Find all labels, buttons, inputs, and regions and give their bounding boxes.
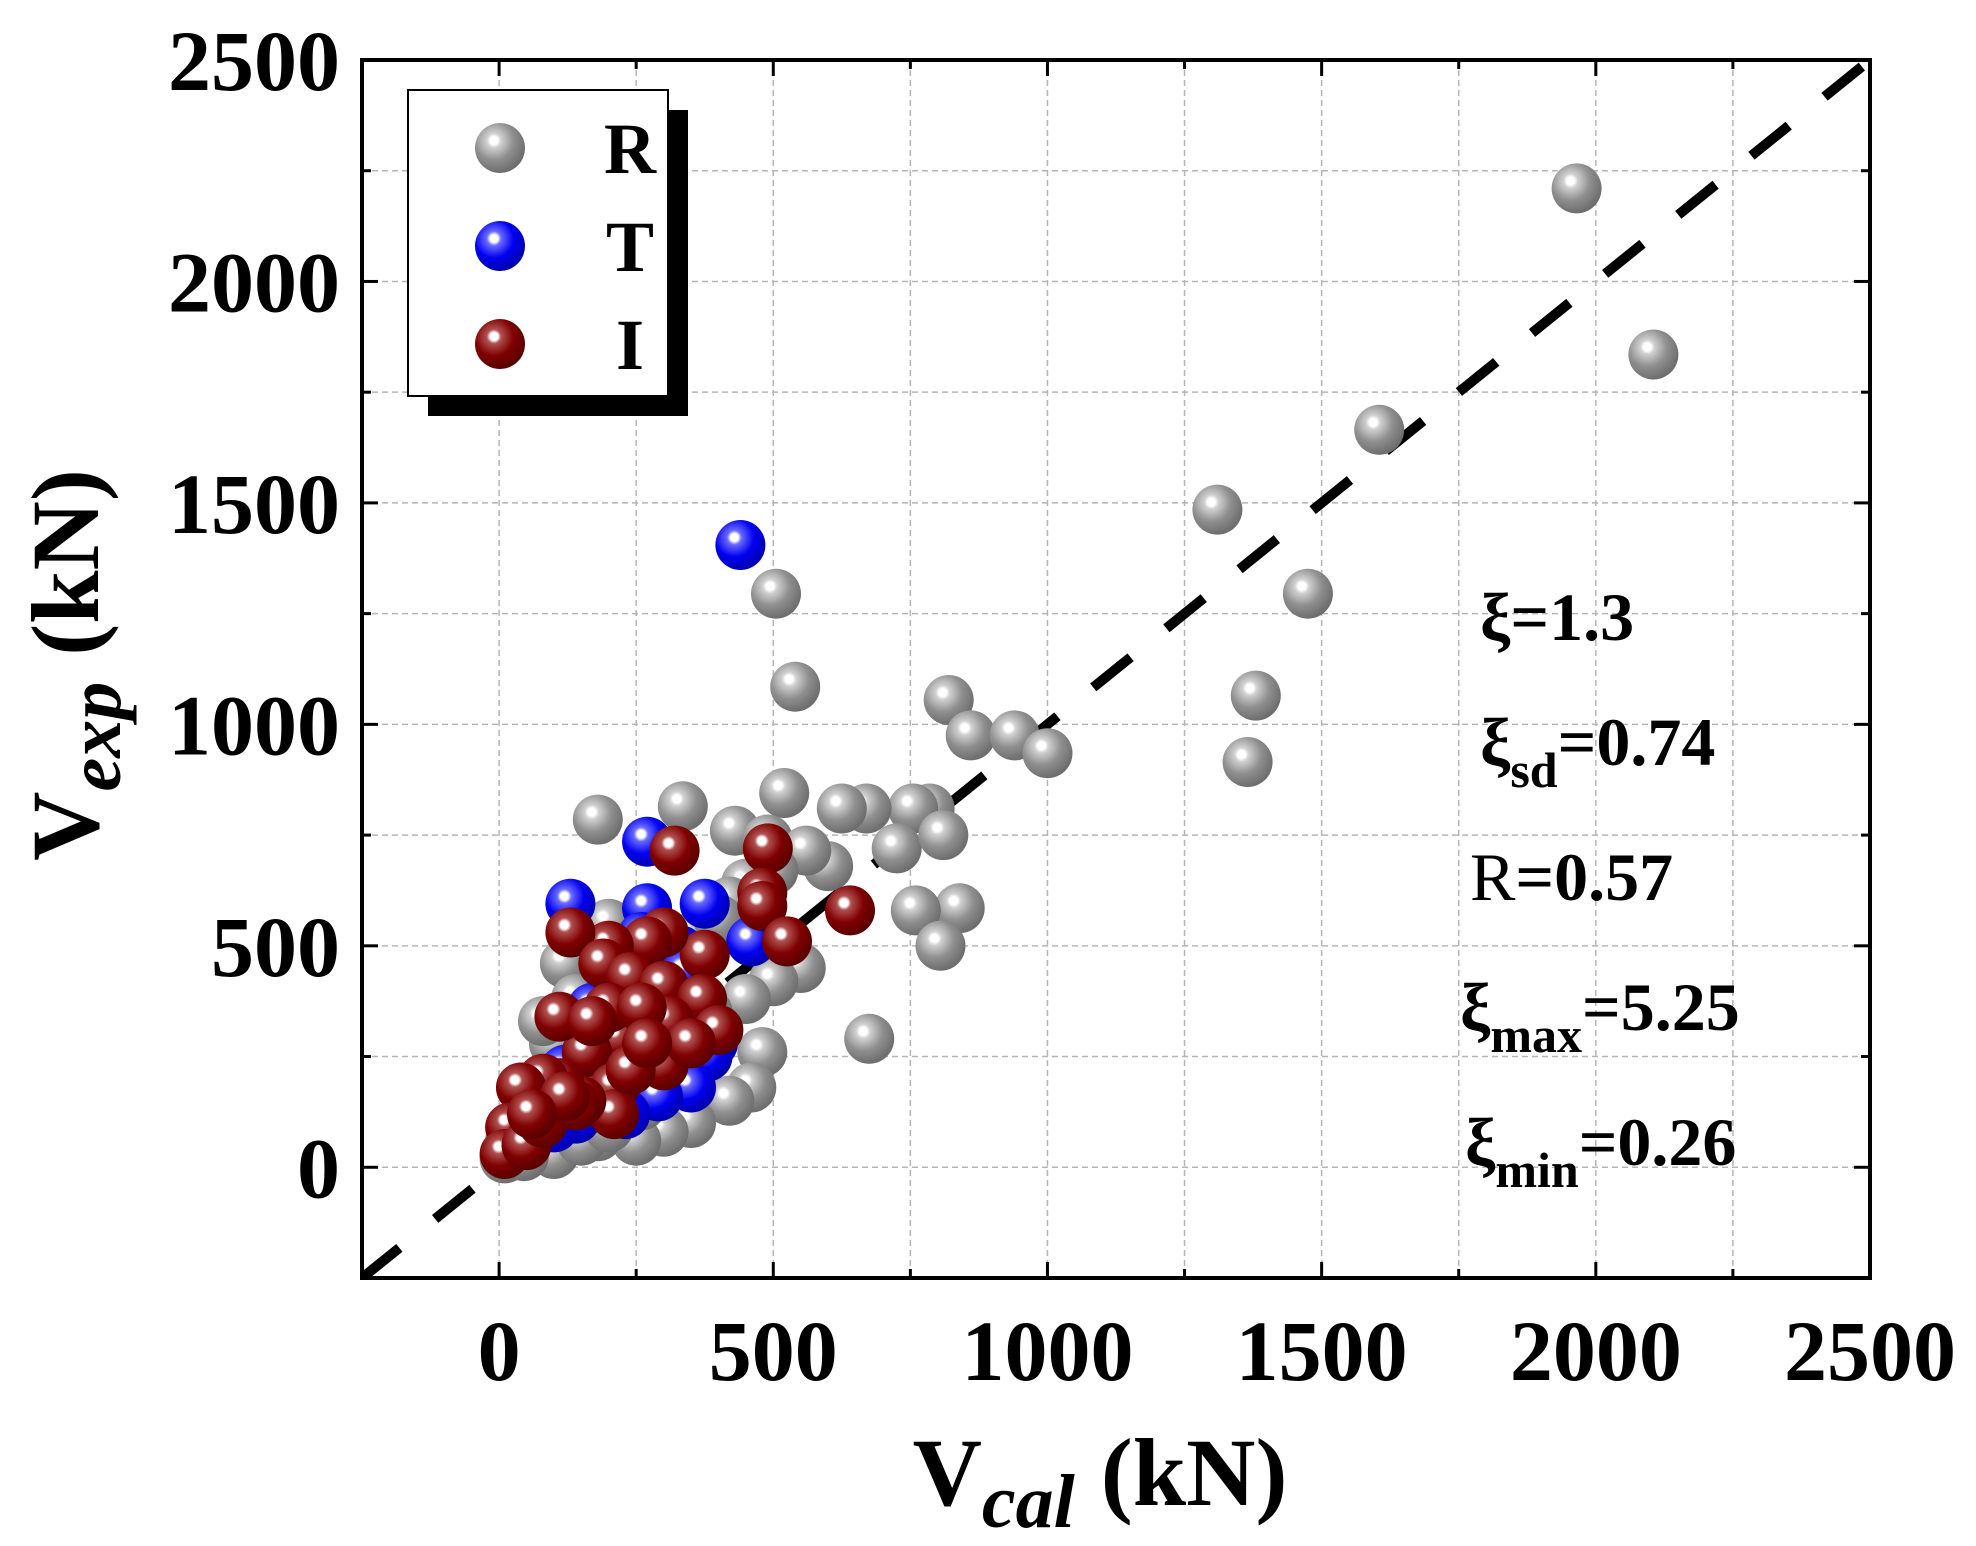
point-I [737,881,788,931]
point-R [934,883,985,934]
point-I [567,996,618,1047]
point-I [742,823,793,874]
y-tick-label: 0 [297,1120,340,1216]
point-T [715,520,766,570]
stat-min: ξmin=0.26 [1465,1104,1736,1198]
point-R [704,1075,755,1126]
y-axis-title: Vexp(kN) [12,469,137,861]
x-tick-label: 0 [478,1303,521,1399]
y-tick-label: 1500 [168,456,340,552]
x-tick-label: 1500 [1236,1303,1408,1399]
point-R [844,1013,895,1064]
point-T [679,878,730,929]
legend-label-R: R [604,109,657,189]
point-R [1282,568,1333,619]
legend: RTI [407,89,688,416]
point-I [679,929,730,980]
point-R [918,810,969,861]
point-R [1354,404,1405,455]
x-tick-labels: 0 500 1000 1500 2000 2500 [478,1303,1956,1399]
point-R [915,920,966,971]
x-tick-label: 500 [709,1303,838,1399]
stat-sd: ξsd=0.74 [1480,704,1715,798]
y-tick-labels: 0 500 1000 1500 2000 2500 [168,13,340,1216]
point-R [1022,728,1073,779]
point-R [1230,670,1281,721]
x-tick-label: 1000 [961,1303,1133,1399]
point-R [759,768,810,818]
stat-R: R=0.57 [1470,839,1673,915]
point-I [825,885,875,936]
legend-box [407,89,669,397]
point-R [816,783,867,834]
data-points [479,163,1679,1184]
point-R [1628,329,1679,380]
y-tick-label: 2500 [168,13,340,109]
stat-ξ: ξ=1.3 [1480,579,1634,655]
point-R [945,710,996,761]
plot-frame [360,58,1872,1280]
point-R [770,661,821,712]
x-axis-title: Vcal (kN) [913,1419,1288,1544]
point-R [871,823,922,874]
axis-ticks [362,60,1870,1278]
point-R [890,885,941,936]
point-I [507,1089,557,1140]
stats-annotation: ξ=1.3 ξsd=0.74 R=0.57 ξmax=5.25 ξmin=0.26 [1460,579,1740,1198]
point-R [751,568,801,619]
legend-marker-I [475,319,525,369]
y-tick-label: 500 [211,899,340,995]
point-I [666,1018,716,1069]
legend-marker-R [475,123,525,173]
point-I [622,1018,673,1069]
y-tick-label: 2000 [168,234,340,330]
point-R [572,794,623,845]
x-tick-label: 2500 [1784,1303,1956,1399]
point-R [1192,484,1243,535]
legend-label-I: I [616,305,644,385]
y-tick-label: 1000 [168,677,340,773]
point-R [1551,163,1602,214]
legend-marker-T [475,221,525,271]
x-tick-label: 2000 [1510,1303,1682,1399]
point-I [649,825,700,876]
legend-label-T: T [606,207,654,287]
point-I [545,907,596,958]
point-I [762,916,812,967]
stat-max: ξmax=5.25 [1460,969,1740,1063]
point-R [657,781,708,832]
point-R [1222,737,1273,787]
